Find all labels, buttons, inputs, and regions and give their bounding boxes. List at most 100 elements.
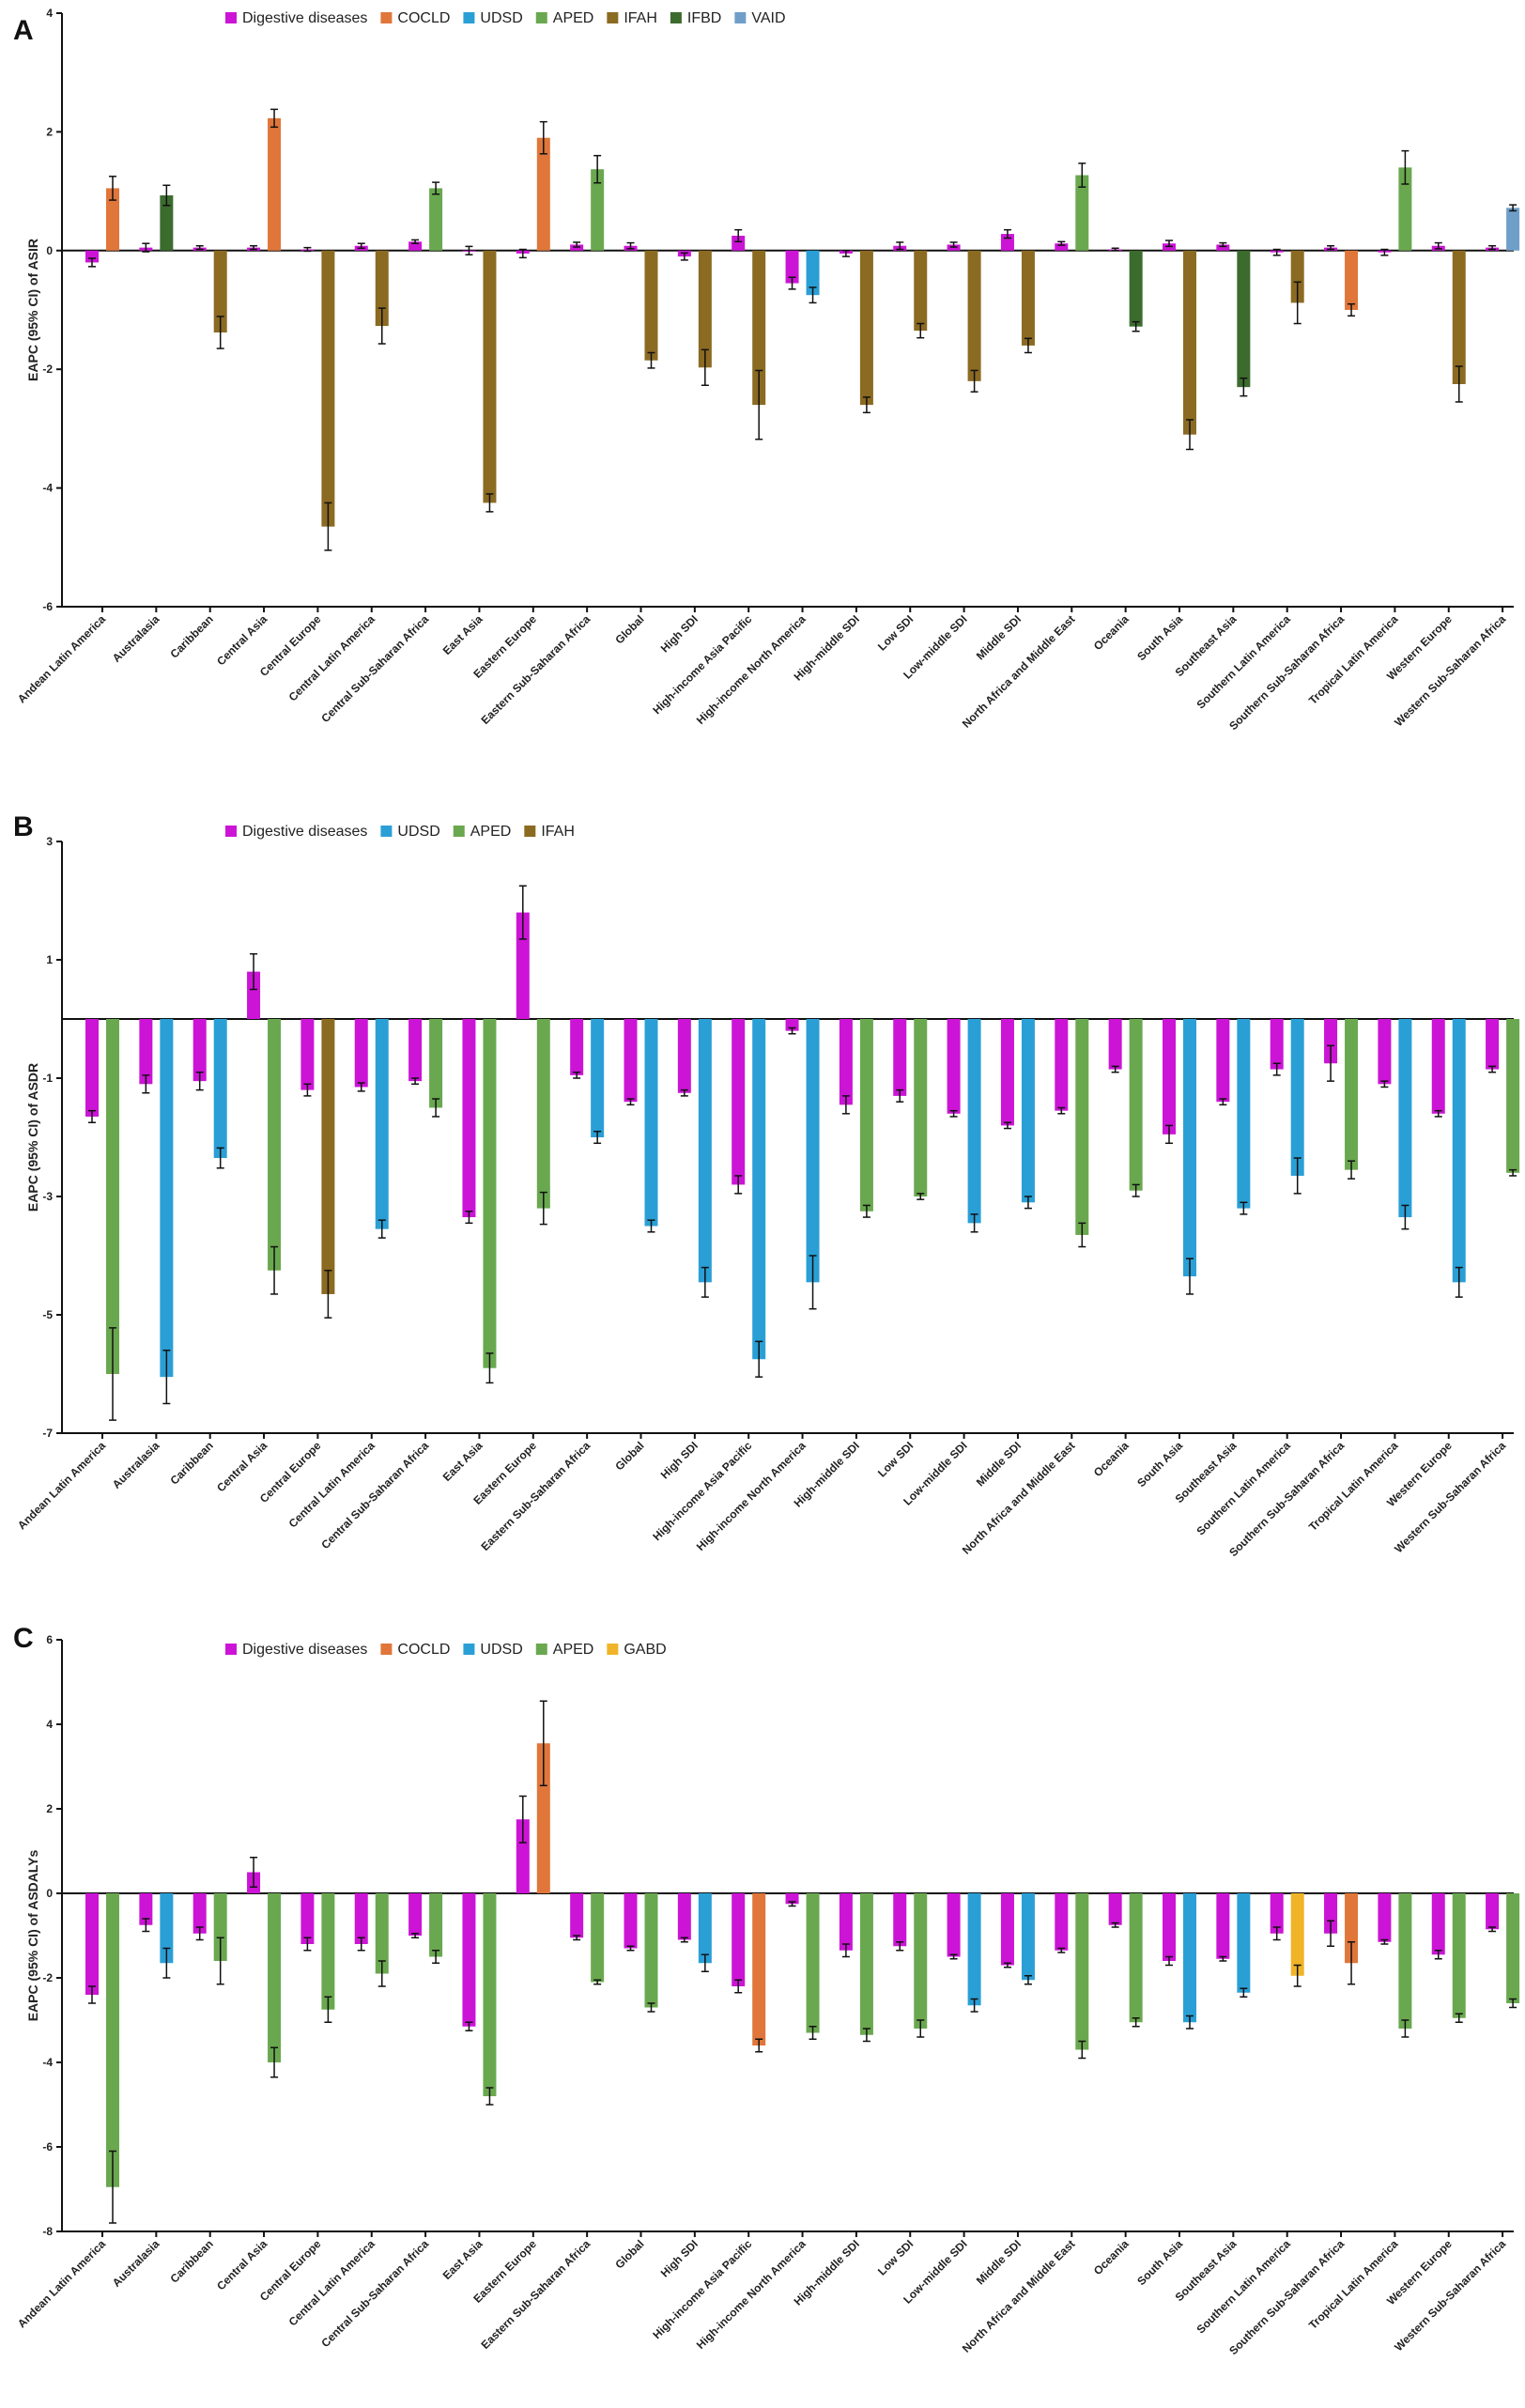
bar-aped	[1129, 1019, 1143, 1191]
bar-ifah	[752, 250, 766, 406]
bar-udsd	[375, 1019, 389, 1229]
bar-udsd	[1290, 1019, 1304, 1176]
y-tick-label: -6	[42, 2140, 53, 2153]
x-tick-label: Southern Latin America	[1194, 612, 1294, 712]
bar-digestive-diseases	[1431, 1019, 1445, 1114]
bar-udsd	[967, 1893, 981, 2006]
bar-ifah	[1290, 250, 1304, 303]
legend-label-udsd: UDSD	[480, 10, 522, 26]
x-tick-label: Middle SDI	[974, 1439, 1024, 1489]
legend-swatch-ifbd	[670, 12, 682, 23]
legend-swatch-ifah	[524, 826, 536, 837]
y-axis-label: EAPC (95% CI) of ASDR	[25, 1063, 40, 1212]
legend-label-aped: APED	[470, 824, 512, 840]
bar-cocld	[1345, 1893, 1359, 1964]
y-tick-label: 1	[46, 953, 53, 966]
bar-digestive-diseases	[1270, 1019, 1284, 1070]
y-tick-label: -8	[42, 2225, 53, 2238]
bar-digestive-diseases	[408, 1893, 423, 1936]
bar-digestive-diseases	[624, 1019, 638, 1103]
bar-digestive-diseases	[85, 1893, 99, 1995]
y-tick-label: 4	[46, 1718, 53, 1731]
bar-digestive-diseases	[1378, 1019, 1392, 1085]
bar-gabd	[1290, 1893, 1304, 1976]
bar-cocld	[752, 1893, 766, 2045]
bar-aped	[1075, 1893, 1089, 2050]
y-tick-label: 2	[46, 1802, 53, 1815]
x-tick-label: Western Sub-Saharan Africa	[1392, 612, 1508, 729]
bar-cocld	[106, 188, 119, 251]
x-tick-label: Global	[612, 1439, 646, 1473]
bar-digestive-diseases	[1324, 1019, 1338, 1064]
x-tick-label: Eastern Sub-Saharan Africa	[478, 1439, 593, 1553]
bar-ifah	[1183, 250, 1196, 435]
bar-digestive-diseases	[947, 1019, 961, 1114]
bar-udsd	[591, 1019, 605, 1137]
bar-aped	[268, 1893, 282, 2062]
bar-aped	[806, 1893, 820, 2033]
y-tick-label: 2	[46, 125, 53, 138]
bar-aped	[859, 1019, 873, 1212]
bar-ifah	[375, 250, 389, 327]
bar-ifah	[644, 250, 658, 361]
legend-swatch-digestive-diseases	[225, 1644, 237, 1655]
bar-digestive-diseases	[1378, 1893, 1392, 1942]
bar-aped	[429, 1893, 443, 1957]
bar-aped	[429, 1019, 443, 1108]
bar-digestive-diseases	[1486, 1019, 1500, 1070]
x-tick-label: Global	[612, 612, 646, 646]
x-tick-label: Andean Latin America	[15, 612, 108, 705]
x-tick-label: Oceania	[1091, 612, 1132, 653]
bar-cocld	[536, 137, 550, 251]
bar-udsd	[1452, 1019, 1466, 1283]
legend-swatch-cocld	[380, 12, 393, 23]
legend-swatch-gabd	[607, 1644, 619, 1655]
bar-aped	[1506, 1019, 1520, 1173]
legend-swatch-digestive-diseases	[225, 826, 237, 837]
bar-digestive-diseases	[300, 1019, 315, 1090]
bar-digestive-diseases	[1000, 1893, 1014, 1966]
y-tick-label: -6	[42, 600, 53, 613]
bar-digestive-diseases	[677, 1019, 691, 1093]
x-tick-label: High-income Asia Pacific	[650, 2237, 754, 2341]
x-tick-label: Eastern Sub-Saharan Africa	[478, 2237, 593, 2352]
bar-aped	[1075, 1019, 1089, 1235]
x-tick-label: Central Sub-Saharan Africa	[318, 612, 431, 725]
legend-swatch-vaid	[734, 12, 747, 23]
x-tick-label: Global	[612, 2237, 646, 2271]
bar-udsd	[213, 1019, 227, 1159]
bar-digestive-diseases	[1108, 1893, 1122, 1925]
bar-digestive-diseases	[1216, 244, 1230, 251]
legend-swatch-udsd	[380, 826, 393, 837]
x-tick-label: East Asia	[440, 1439, 485, 1484]
x-tick-label: South Asia	[1134, 612, 1185, 663]
bar-aped	[591, 1893, 605, 1983]
bar-digestive-diseases	[1324, 1893, 1338, 1934]
bar-digestive-diseases	[1108, 1019, 1122, 1070]
x-tick-label: Australasia	[110, 1439, 162, 1491]
bar-digestive-diseases	[1163, 1019, 1176, 1135]
x-tick-label: Caribbean	[167, 2237, 215, 2285]
bar-digestive-diseases	[677, 1893, 691, 1940]
bar-ifbd	[160, 195, 174, 251]
bar-udsd	[806, 1019, 820, 1283]
bar-ifah	[859, 250, 873, 406]
bar-ifbd	[1237, 250, 1251, 388]
bar-aped	[644, 1893, 658, 2008]
bar-digestive-diseases	[1055, 1893, 1069, 1951]
x-tick-label: Caribbean	[167, 1439, 215, 1487]
legend-label-ifbd: IFBD	[687, 10, 721, 26]
x-tick-label: East Asia	[440, 2237, 485, 2282]
legend-swatch-cocld	[380, 1644, 393, 1655]
legend-swatch-ifah	[607, 12, 619, 23]
x-tick-label: High SDI	[658, 1439, 701, 1481]
x-tick-label: Central Asia	[214, 612, 270, 668]
x-tick-label: High-income Asia Pacific	[650, 612, 754, 717]
bar-digestive-diseases	[624, 1893, 638, 1949]
x-tick-label: High-income North America	[694, 2237, 809, 2352]
bar-udsd	[1237, 1019, 1251, 1209]
bar-ifah	[213, 250, 227, 333]
bar-udsd	[1398, 1019, 1412, 1218]
x-tick-label: East Asia	[440, 612, 485, 657]
y-tick-label: 0	[46, 1887, 53, 1900]
